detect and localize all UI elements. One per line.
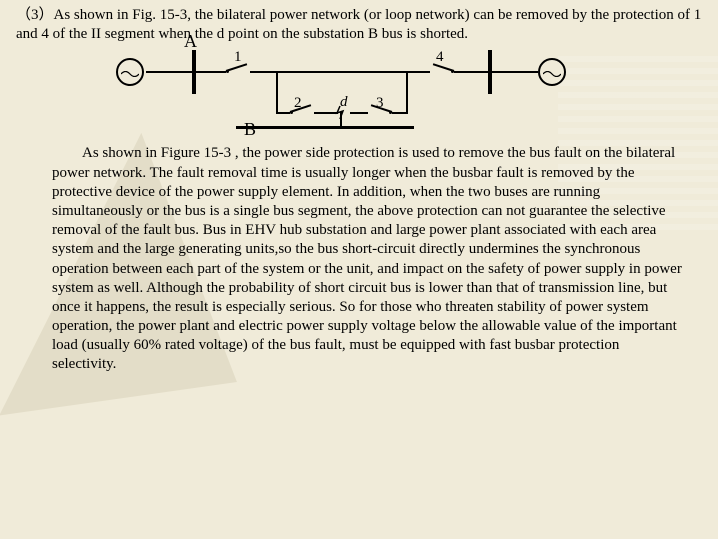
figure-15-3: A 1 4 2 d 3 xyxy=(136,46,676,142)
label-4: 4 xyxy=(436,48,444,67)
breaker-1-icon xyxy=(226,66,250,76)
wire xyxy=(454,71,488,73)
label-b: B xyxy=(244,118,256,141)
wire xyxy=(350,112,368,114)
generator-left-icon xyxy=(116,58,144,86)
generator-right-icon xyxy=(538,58,566,86)
breaker-4-icon xyxy=(430,66,454,76)
intro-paragraph: （3）As shown in Fig. 15-3, the bilateral … xyxy=(16,6,702,44)
label-a: A xyxy=(184,30,197,53)
wire xyxy=(492,71,538,73)
wire xyxy=(406,71,408,113)
sine-icon xyxy=(121,71,139,77)
label-3: 3 xyxy=(376,94,384,113)
wire xyxy=(276,112,290,114)
wire xyxy=(146,71,192,73)
wire xyxy=(392,112,408,114)
wire xyxy=(340,112,342,126)
page: （3）As shown in Fig. 15-3, the bilateral … xyxy=(0,0,718,383)
body-text: As shown in Figure 15-3 , the power side… xyxy=(52,145,682,372)
wire xyxy=(276,71,278,113)
body-paragraph: As shown in Figure 15-3 , the power side… xyxy=(16,144,702,374)
bus-b-bar xyxy=(264,126,414,129)
wire xyxy=(196,71,226,73)
sine-icon xyxy=(543,71,561,77)
label-1: 1 xyxy=(234,48,242,67)
label-2: 2 xyxy=(294,94,302,113)
